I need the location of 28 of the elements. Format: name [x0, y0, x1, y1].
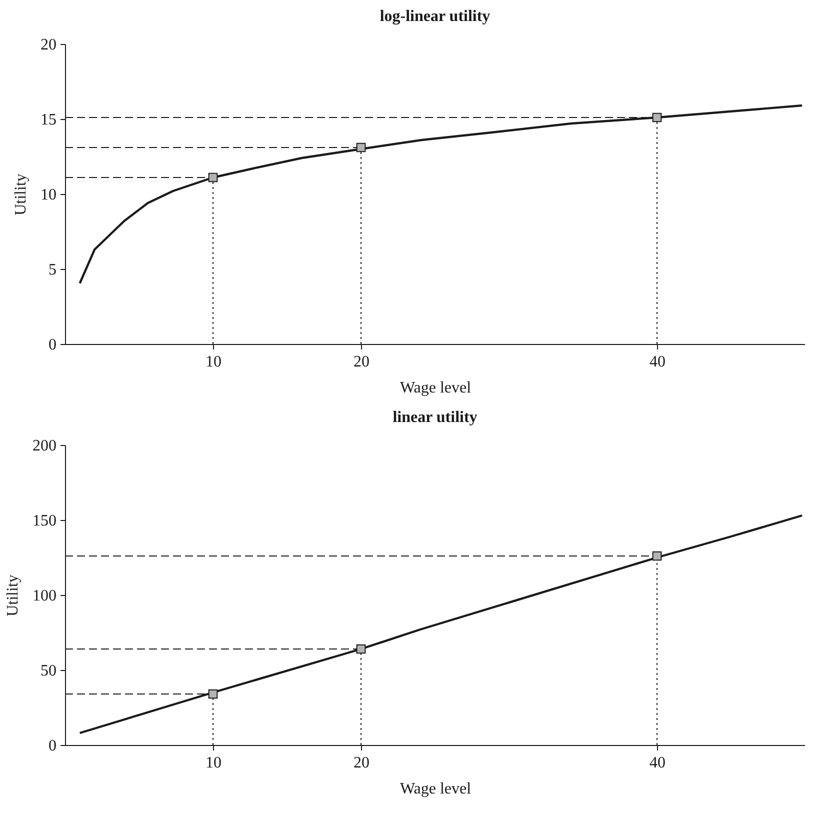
- point: [652, 551, 662, 561]
- x-tick-label: 20: [354, 754, 370, 772]
- y-tick-label: 0: [48, 738, 56, 754]
- point: [356, 644, 366, 654]
- chart-title: linear utility: [392, 409, 478, 426]
- chart-title: log-linear utility: [380, 8, 490, 25]
- x-tick-label: 40: [650, 354, 666, 370]
- point: [208, 172, 218, 182]
- x-tick-label: 10: [206, 754, 222, 772]
- y-tick-label: 10: [40, 186, 56, 204]
- y-tick-label: 150: [32, 512, 56, 530]
- y-tick-label: 100: [32, 588, 56, 604]
- x-axis-title: Wage level: [400, 780, 472, 798]
- point: [208, 689, 218, 699]
- x-tick-label: 20: [354, 354, 370, 370]
- point: [652, 112, 662, 122]
- y-tick-label: 5: [48, 262, 56, 278]
- y-axis-title: Utility: [4, 574, 22, 616]
- y-tick-label: 15: [40, 112, 56, 128]
- y-tick-label: 0: [48, 336, 56, 354]
- y-axis-title: Utility: [12, 174, 30, 216]
- x-tick-label: 40: [650, 754, 666, 772]
- x-tick-label: 10: [206, 354, 222, 370]
- y-tick-label: 200: [32, 438, 56, 454]
- point: [356, 142, 366, 152]
- y-tick-label: 50: [40, 662, 56, 680]
- x-axis-title: Wage level: [400, 380, 472, 396]
- y-tick-label: 20: [40, 36, 56, 54]
